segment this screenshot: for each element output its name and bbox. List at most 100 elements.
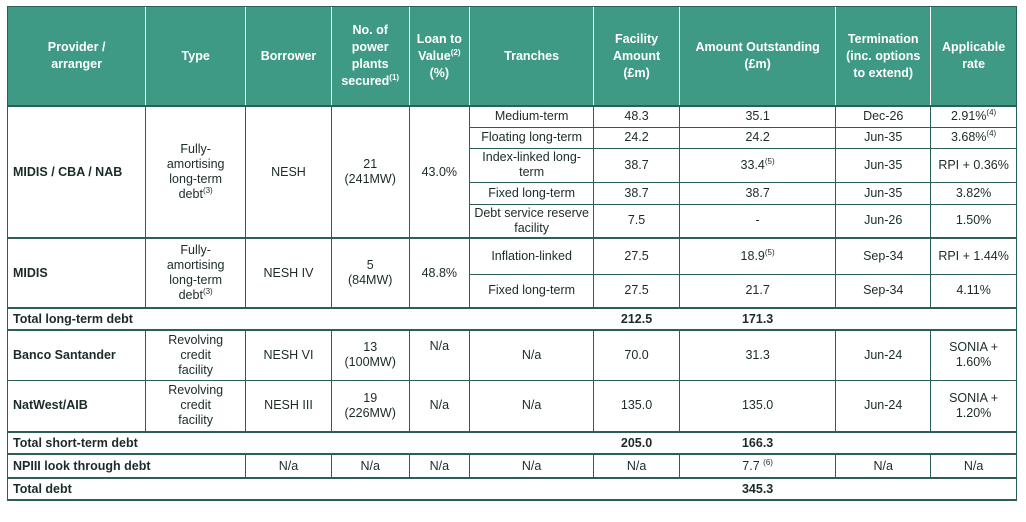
total-blank	[835, 307, 1017, 330]
plants-cell: 21 (241MW)	[330, 105, 410, 238]
tranche-cell: Debt service reserve facility	[469, 203, 594, 238]
rate-cell: 1.50%	[930, 203, 1017, 238]
outstanding-cell: 7.7 (6)	[678, 453, 836, 479]
outstanding-cell: 38.7	[678, 181, 836, 204]
total-label: Total long-term debt	[6, 307, 594, 330]
outstanding-cell: 33.4(5)	[678, 147, 836, 182]
ltv-cell: 43.0%	[408, 105, 470, 238]
debt-table: Provider / arranger Type Borrower No. of p…	[6, 6, 1017, 501]
tranche-cell: Inflation-linked	[469, 237, 594, 274]
facility-cell: 27.5	[593, 237, 680, 274]
outstanding-cell: -	[678, 203, 836, 238]
tranche-cell: N/a	[469, 379, 594, 432]
rate-cell: RPI + 1.44%	[930, 237, 1017, 274]
table-row: Fixed long-term 38.7 38.7 Jun-35 3.82%	[8, 181, 1017, 204]
header-rate: Applicable rate	[930, 6, 1017, 107]
facility-cell: 38.7	[593, 147, 680, 182]
rate-cell: SONIA +1.60%	[930, 329, 1017, 380]
rate-cell: 3.68%(4)	[930, 126, 1017, 148]
table-row: NatWest/AIB Revolving credit facility NESH…	[6, 379, 1017, 432]
plants-cell: 5 (84MW)	[330, 237, 410, 308]
outstanding-cell: 35.1	[678, 105, 836, 127]
facility-cell: 135.0	[593, 379, 680, 432]
header-provider: Provider / arranger	[6, 6, 146, 107]
facility-cell: 24.2	[593, 126, 680, 148]
table-row: MIDIS Fully-amortising long-term debt(3) N…	[6, 237, 1017, 308]
total-outstanding: 345.3	[679, 477, 836, 501]
total-blank	[835, 477, 1017, 501]
table-row: NPIII look through debt N/a N/a N/a N/a …	[6, 453, 1017, 479]
termination-cell: Jun-35	[835, 126, 931, 148]
outstanding-cell: 18.9(5)	[678, 237, 836, 274]
rate-cell: 4.11%	[930, 273, 1017, 308]
tranche-cell: Index-linked long-term	[469, 147, 594, 182]
facility-cell: 70.0	[593, 329, 680, 380]
borrower-cell: NESH	[245, 105, 332, 238]
ltv-cell: N/a	[408, 379, 470, 432]
facility-cell: 27.5	[593, 273, 680, 308]
tranche-cell: N/a	[469, 329, 594, 380]
borrower-cell: NESH IV	[245, 237, 332, 308]
ltv-cell: 48.8%	[408, 237, 470, 308]
type-cell: Revolving credit facility	[145, 329, 246, 380]
rate-cell: SONIA +1.20%	[930, 379, 1017, 432]
total-label: Total short-term debt	[6, 431, 594, 454]
plants-cell: N/a	[330, 453, 410, 479]
total-debt-row: Total debt 345.3	[7, 477, 1017, 501]
plants-cell: 13 (100MW)	[330, 329, 410, 380]
type-cell: Fully-amortising long-term debt(3)	[145, 237, 246, 308]
outstanding-cell: 31.3	[678, 329, 836, 380]
table-row: Banco Santander Revolving credit facility …	[6, 329, 1017, 380]
outstanding-cell: 135.0	[678, 379, 836, 432]
type-cell: Revolving credit facility	[145, 379, 246, 432]
total-long-term-row: Total long-term debt 212.5 171.3	[6, 307, 1017, 330]
provider-cell: MIDIS / CBA / NAB	[6, 105, 146, 238]
termination-cell: N/a	[835, 453, 931, 479]
termination-cell: Sep-34	[835, 237, 931, 274]
header-borrower: Borrower	[245, 6, 332, 107]
tranche-cell: N/a	[469, 453, 594, 479]
provider-cell: NPIII look through debt	[6, 453, 246, 479]
facility-cell: 38.7	[593, 181, 680, 204]
termination-cell: Jun-24	[835, 329, 931, 380]
borrower-cell: NESH III	[245, 379, 332, 432]
outstanding-cell: 24.2	[678, 126, 836, 148]
termination-cell: Sep-34	[835, 273, 931, 308]
header-outstanding: Amount Outstanding (£m)	[678, 6, 836, 107]
ltv-cell: N/a	[408, 453, 470, 479]
termination-cell: Jun-35	[835, 181, 931, 204]
facility-cell: 7.5	[593, 203, 680, 238]
header-plants: No. of power plants secured(1)	[330, 6, 410, 107]
header-type: Type	[145, 6, 246, 107]
rate-cell: RPI + 0.36%	[930, 147, 1017, 182]
facility-cell: N/a	[593, 453, 680, 479]
table-row: MIDIS / CBA / NAB Fully-amortising long-t…	[6, 105, 1017, 238]
header-row: Provider / arranger Type Borrower No. of p…	[6, 6, 1017, 107]
table-row: Fixed long-term 27.5 21.7 Sep-34 4.11%	[8, 273, 1017, 308]
provider-cell: Banco Santander	[6, 329, 146, 380]
ltv-cell: N/a	[408, 329, 470, 380]
plants-cell: 19 (226MW)	[330, 379, 410, 432]
tranche-cell: Floating long-term	[469, 126, 594, 148]
total-facility: 205.0	[593, 431, 680, 454]
total-facility: 212.5	[593, 307, 680, 330]
provider-cell: NatWest/AIB	[6, 379, 146, 432]
table-row: Index-linked long-term 38.7 33.4(5) Jun-…	[8, 147, 1017, 182]
rate-cell: 3.82%	[930, 181, 1017, 204]
total-short-term-row: Total short-term debt 205.0 166.3	[6, 431, 1017, 454]
total-outstanding: 166.3	[679, 431, 836, 454]
termination-cell: Dec-26	[835, 105, 931, 127]
header-ltv: Loan to Value(2) (%)	[408, 6, 470, 107]
header-facility: Facility Amount (£m)	[593, 6, 680, 107]
total-label: Total debt	[7, 477, 680, 501]
borrower-cell: N/a	[245, 453, 332, 479]
total-outstanding: 171.3	[679, 307, 836, 330]
termination-cell: Jun-26	[835, 203, 931, 238]
table-row: Debt service reserve facility 7.5 - Jun-…	[8, 203, 1017, 238]
rate-cell: N/a	[930, 453, 1017, 479]
tranche-cell: Fixed long-term	[469, 181, 594, 204]
facility-cell: 48.3	[593, 105, 680, 127]
table-row: Floating long-term 24.2 24.2 Jun-35 3.68…	[8, 126, 1017, 148]
termination-cell: Jun-35	[835, 147, 931, 182]
outstanding-cell: 21.7	[678, 273, 836, 308]
